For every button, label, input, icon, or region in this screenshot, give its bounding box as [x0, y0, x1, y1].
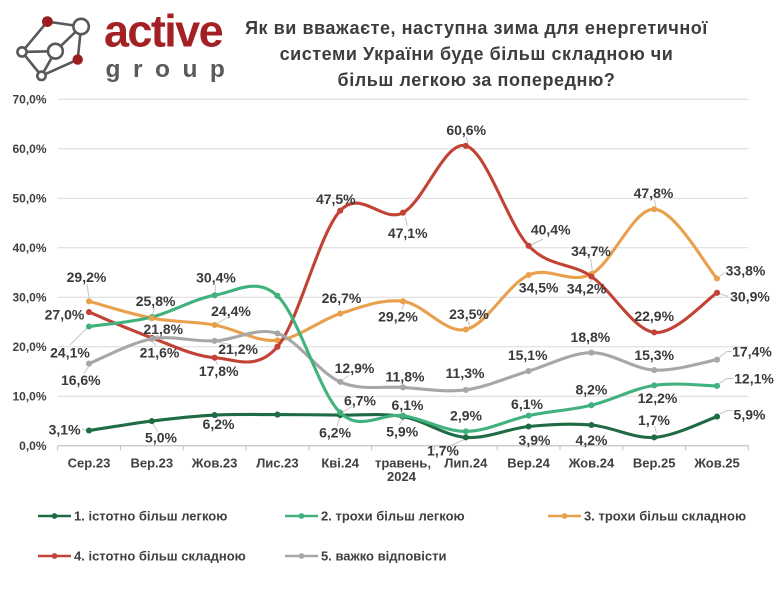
svg-text:6,1%: 6,1% — [392, 397, 424, 413]
svg-text:11,3%: 11,3% — [446, 365, 485, 381]
svg-text:50,0%: 50,0% — [12, 192, 46, 206]
svg-text:21,6%: 21,6% — [140, 344, 180, 360]
svg-text:2024: 2024 — [387, 469, 417, 484]
svg-text:24,4%: 24,4% — [211, 303, 251, 319]
svg-text:60,0%: 60,0% — [12, 142, 46, 156]
svg-text:Жов.23: Жов.23 — [191, 456, 238, 471]
svg-text:30,4%: 30,4% — [196, 269, 236, 285]
svg-text:12,1%: 12,1% — [734, 371, 774, 387]
svg-text:30,9%: 30,9% — [730, 289, 770, 305]
svg-text:47,1%: 47,1% — [388, 225, 428, 241]
svg-text:17,8%: 17,8% — [199, 363, 239, 379]
svg-text:Як ви вважаєте, наступна зима: Як ви вважаєте, наступна зима для енерге… — [245, 18, 708, 38]
svg-text:Сер.23: Сер.23 — [68, 456, 111, 471]
svg-text:22,9%: 22,9% — [634, 308, 674, 324]
svg-text:6,7%: 6,7% — [344, 393, 376, 409]
svg-text:5. важко відповісти: 5. важко відповісти — [321, 549, 446, 564]
svg-text:Вер.23: Вер.23 — [130, 456, 173, 471]
svg-text:40,4%: 40,4% — [531, 222, 571, 238]
svg-text:1,7%: 1,7% — [638, 412, 670, 428]
svg-text:Лис.23: Лис.23 — [256, 456, 298, 471]
svg-text:системи України буде більш скл: системи України буде більш складною чи — [280, 44, 674, 64]
svg-text:5,9%: 5,9% — [734, 407, 766, 423]
svg-text:Жов.24: Жов.24 — [568, 456, 615, 471]
svg-text:2. трохи більш легкою: 2. трохи більш легкою — [321, 509, 465, 524]
svg-text:Вер.24: Вер.24 — [507, 456, 550, 471]
svg-text:47,5%: 47,5% — [316, 191, 356, 207]
svg-text:21,2%: 21,2% — [218, 341, 258, 357]
svg-text:26,7%: 26,7% — [322, 290, 362, 306]
svg-text:11,8%: 11,8% — [386, 368, 425, 384]
svg-text:3,1%: 3,1% — [49, 422, 81, 438]
svg-text:Вер.25: Вер.25 — [633, 456, 676, 471]
svg-text:3,9%: 3,9% — [519, 432, 551, 448]
svg-text:15,1%: 15,1% — [508, 347, 548, 363]
svg-text:16,6%: 16,6% — [61, 372, 101, 388]
svg-text:Жов.25: Жов.25 — [693, 456, 740, 471]
svg-text:6,1%: 6,1% — [511, 396, 543, 412]
svg-text:3. трохи більш складною: 3. трохи більш складною — [584, 509, 746, 524]
svg-text:23,5%: 23,5% — [449, 306, 489, 322]
svg-text:24,1%: 24,1% — [50, 345, 90, 361]
svg-text:34,2%: 34,2% — [567, 281, 607, 297]
svg-text:4. істотно більш складною: 4. істотно більш складною — [74, 549, 246, 564]
svg-text:більш легкою за попередню?: більш легкою за попередню? — [338, 70, 616, 90]
svg-text:0,0%: 0,0% — [19, 439, 47, 453]
svg-text:active: active — [104, 6, 223, 57]
svg-text:60,6%: 60,6% — [446, 122, 486, 138]
svg-text:34,7%: 34,7% — [571, 243, 611, 259]
svg-text:1. істотно більш легкою: 1. істотно більш легкою — [74, 509, 227, 524]
svg-text:27,0%: 27,0% — [45, 307, 85, 323]
svg-text:33,8%: 33,8% — [726, 262, 766, 278]
svg-text:1,7%: 1,7% — [427, 443, 459, 459]
svg-text:20,0%: 20,0% — [12, 340, 46, 354]
svg-text:5,9%: 5,9% — [386, 423, 418, 439]
svg-text:29,2%: 29,2% — [378, 308, 418, 324]
svg-text:5,0%: 5,0% — [145, 430, 177, 446]
svg-text:6,2%: 6,2% — [319, 424, 351, 440]
svg-text:15,3%: 15,3% — [634, 347, 674, 363]
svg-text:10,0%: 10,0% — [12, 390, 46, 404]
svg-text:6,2%: 6,2% — [203, 416, 235, 432]
svg-text:12,2%: 12,2% — [638, 390, 678, 406]
svg-text:29,2%: 29,2% — [67, 269, 107, 285]
svg-text:8,2%: 8,2% — [575, 381, 607, 397]
svg-text:34,5%: 34,5% — [519, 280, 559, 296]
svg-text:group: group — [106, 56, 238, 83]
svg-text:25,8%: 25,8% — [136, 293, 176, 309]
svg-text:2,9%: 2,9% — [450, 408, 482, 424]
svg-text:17,4%: 17,4% — [732, 344, 772, 360]
svg-text:4,2%: 4,2% — [576, 432, 608, 448]
svg-text:40,0%: 40,0% — [12, 241, 46, 255]
svg-text:Кві.24: Кві.24 — [321, 456, 359, 471]
svg-text:18,8%: 18,8% — [571, 329, 611, 345]
svg-text:47,8%: 47,8% — [634, 185, 674, 201]
svg-text:21,8%: 21,8% — [143, 321, 183, 337]
svg-text:30,0%: 30,0% — [12, 291, 46, 305]
svg-text:12,9%: 12,9% — [335, 360, 375, 376]
svg-text:70,0%: 70,0% — [12, 93, 46, 107]
